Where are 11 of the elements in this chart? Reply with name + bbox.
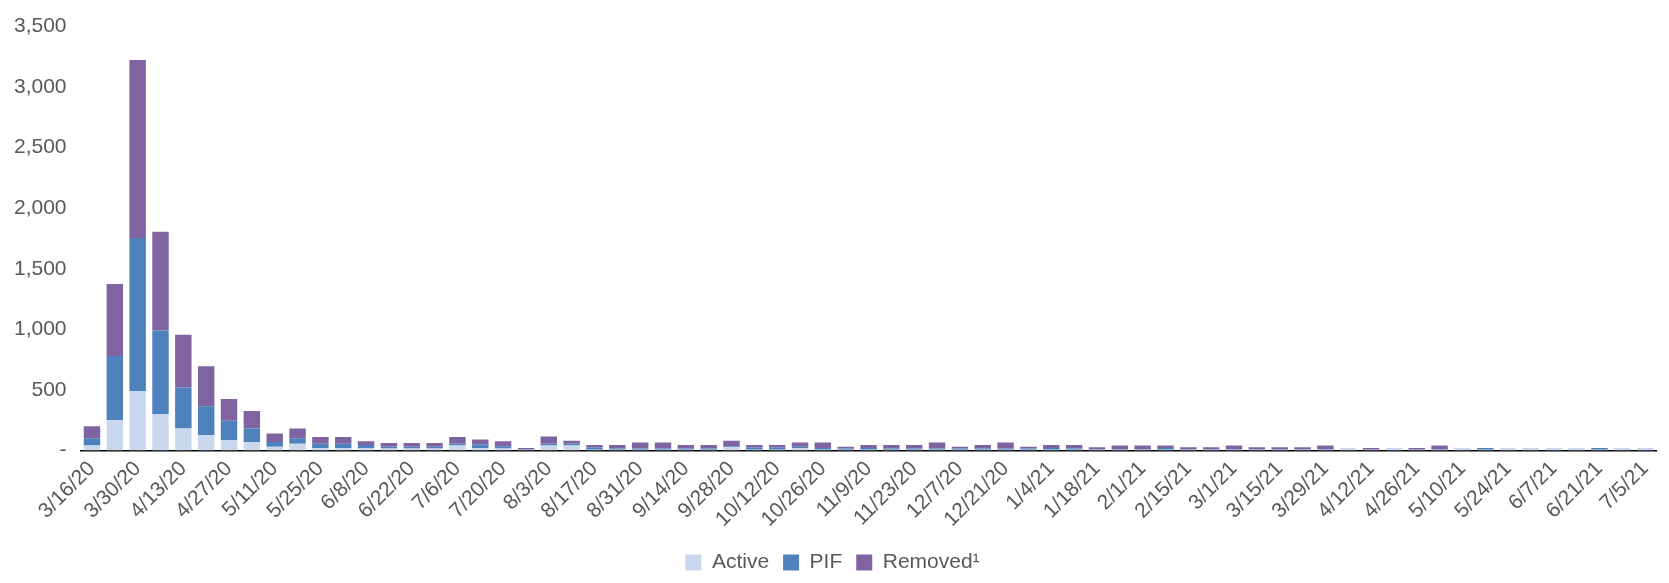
y-tick-label: 500 — [31, 376, 67, 400]
legend-label: Active — [711, 549, 770, 573]
y-tick-label: 2,500 — [13, 134, 67, 158]
y-tick-label: 1,500 — [13, 255, 67, 279]
y-tick-label: - — [59, 437, 67, 461]
y-tick-label: 3,500 — [13, 13, 67, 37]
y-tick-label: 3,000 — [13, 73, 67, 97]
legend-label: PIF — [809, 549, 843, 573]
legend-label: Removed¹ — [882, 549, 980, 573]
y-tick-label: 1,000 — [13, 316, 67, 340]
y-tick-label: 2,000 — [13, 195, 67, 219]
